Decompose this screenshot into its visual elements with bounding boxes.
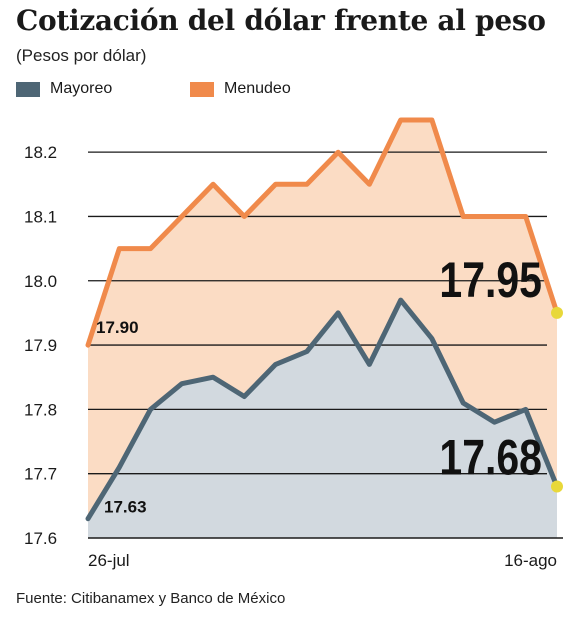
menudeo-line bbox=[85, 117, 560, 348]
mayoreo-start-label: 17.63 bbox=[104, 498, 147, 517]
mayoreo-end-label: 17.68 bbox=[439, 430, 542, 486]
end-point-dot bbox=[551, 306, 563, 319]
legend-item-menudeo: Menudeo bbox=[190, 80, 291, 98]
chart-title: Cotización del dólar frente al peso bbox=[16, 4, 546, 37]
legend-swatch-menudeo bbox=[190, 81, 214, 97]
legend-swatch-mayoreo bbox=[16, 81, 40, 97]
area-chart: 17.617.717.817.918.018.118.217.9017.6317… bbox=[24, 117, 563, 570]
menudeo-start-label: 17.90 bbox=[96, 318, 139, 337]
y-tick-label: 17.9 bbox=[24, 336, 57, 355]
menudeo-end-label: 17.95 bbox=[439, 252, 542, 308]
y-tick-label: 18.0 bbox=[24, 272, 57, 291]
legend-item-mayoreo: Mayoreo bbox=[16, 80, 112, 98]
y-axis: 17.6 17.7 17.8 17.9 18.0 18.1 18.2 bbox=[24, 143, 547, 548]
legend-label-mayoreo: Mayoreo bbox=[50, 80, 113, 97]
y-tick-label: 18.2 bbox=[24, 143, 57, 162]
end-point-dot bbox=[551, 480, 563, 493]
y-tick-label: 17.8 bbox=[24, 400, 57, 419]
x-tick-label: 26-jul bbox=[88, 551, 130, 570]
y-tick-label: 18.1 bbox=[24, 207, 57, 226]
legend-label-menudeo: Menudeo bbox=[224, 80, 291, 97]
legend: Mayoreo Menudeo bbox=[16, 80, 576, 102]
source-note: Fuente: Citibanamex y Banco de México bbox=[16, 590, 286, 607]
chart-subtitle: (Pesos por dólar) bbox=[16, 46, 147, 65]
y-tick-label: 17.6 bbox=[24, 529, 57, 548]
y-tick-label: 17.7 bbox=[24, 465, 57, 484]
x-tick-label: 16-ago bbox=[504, 551, 557, 570]
mayoreo-line bbox=[85, 297, 560, 522]
